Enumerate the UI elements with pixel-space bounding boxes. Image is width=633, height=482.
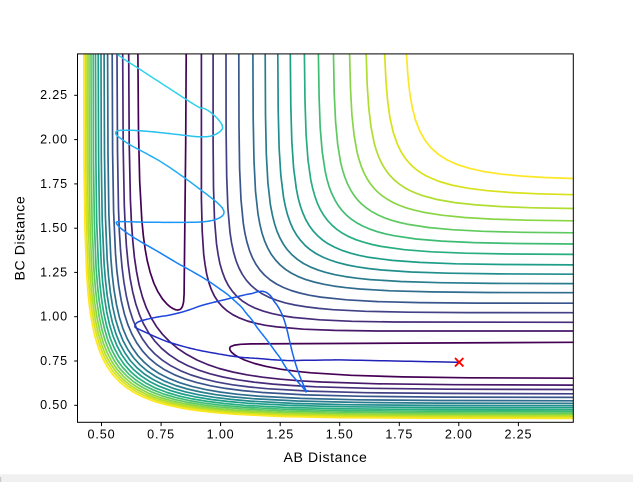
svg-text:0.75: 0.75	[40, 354, 68, 368]
svg-text:1.50: 1.50	[326, 428, 354, 442]
svg-text:0.50: 0.50	[40, 398, 68, 412]
svg-text:1.50: 1.50	[40, 221, 68, 235]
svg-text:1.00: 1.00	[40, 310, 68, 324]
svg-text:2.25: 2.25	[40, 88, 68, 102]
svg-text:0.50: 0.50	[88, 428, 116, 442]
svg-text:0.75: 0.75	[147, 428, 175, 442]
svg-text:2.00: 2.00	[445, 428, 473, 442]
svg-text:AB Distance: AB Distance	[284, 449, 368, 465]
svg-text:1.75: 1.75	[385, 428, 413, 442]
svg-text:1.00: 1.00	[207, 428, 235, 442]
svg-text:2.25: 2.25	[504, 428, 532, 442]
svg-text:BC Distance: BC Distance	[11, 196, 27, 281]
svg-text:1.25: 1.25	[266, 428, 294, 442]
svg-text:1.25: 1.25	[40, 265, 68, 279]
svg-text:1.75: 1.75	[40, 177, 68, 191]
svg-text:2.00: 2.00	[40, 133, 68, 147]
